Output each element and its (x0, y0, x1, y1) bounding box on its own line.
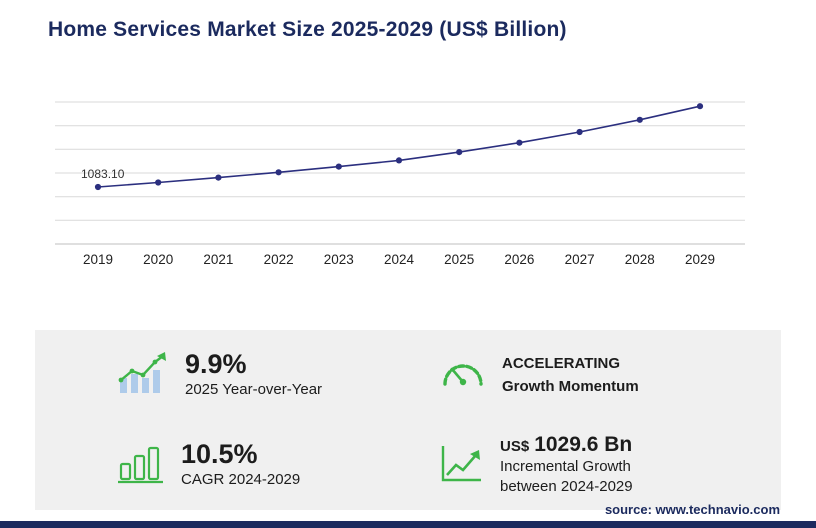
incremental-value-row: US$ 1029.6 Bn (500, 433, 633, 457)
svg-text:2021: 2021 (203, 252, 233, 267)
footer-accent-bar (0, 521, 816, 528)
cagr-label: CAGR 2024-2029 (181, 471, 301, 489)
momentum-line2: Growth Momentum (502, 378, 639, 395)
stat-cagr: 10.5% CAGR 2024-2029 (35, 420, 408, 510)
outlined-bars-icon (117, 442, 165, 489)
yoy-value: 9.9% (185, 349, 247, 380)
svg-text:1083.10: 1083.10 (81, 167, 125, 181)
stats-panel: 9.9% 2025 Year-over-Year ACCELERATING Gr… (35, 330, 781, 510)
growth-arrow-chart-icon (440, 443, 484, 488)
svg-text:2027: 2027 (565, 252, 595, 267)
bar-chart-growth-icon (117, 350, 169, 401)
stat-yoy-growth: 9.9% 2025 Year-over-Year (35, 330, 408, 420)
svg-text:2023: 2023 (324, 252, 354, 267)
svg-text:2028: 2028 (625, 252, 655, 267)
source-attribution: source: www.technavio.com (604, 502, 780, 517)
stat-incremental-growth: US$ 1029.6 Bn Incremental Growth between … (408, 420, 781, 510)
incremental-label-line1: Incremental Growth (500, 457, 631, 475)
svg-text:2020: 2020 (143, 252, 173, 267)
svg-text:2024: 2024 (384, 252, 415, 267)
svg-text:2026: 2026 (504, 252, 534, 267)
page-title: Home Services Market Size 2025-2029 (US$… (48, 18, 567, 41)
incremental-value: 1029.6 Bn (534, 432, 633, 456)
svg-text:2025: 2025 (444, 252, 474, 267)
svg-text:2019: 2019 (83, 252, 113, 267)
stat-growth-momentum: ACCELERATING Growth Momentum (408, 330, 781, 420)
market-size-line-chart: 1083.10 2019 2020 2021 2022 2023 2024 2025 2026 2… (40, 84, 756, 276)
svg-text:2022: 2022 (264, 252, 294, 267)
line-chart-svg: 1083.10 2019 2020 2021 2022 2023 2024 2025 2026 2… (55, 101, 745, 267)
incremental-currency: US$ (500, 437, 530, 455)
svg-text:2029: 2029 (685, 252, 715, 267)
cagr-value: 10.5% (181, 439, 258, 470)
yoy-label: 2025 Year-over-Year (185, 381, 323, 399)
momentum-line1: ACCELERATING (502, 354, 621, 372)
incremental-label-line2: between 2024-2029 (500, 478, 633, 495)
speedometer-icon (440, 354, 486, 397)
